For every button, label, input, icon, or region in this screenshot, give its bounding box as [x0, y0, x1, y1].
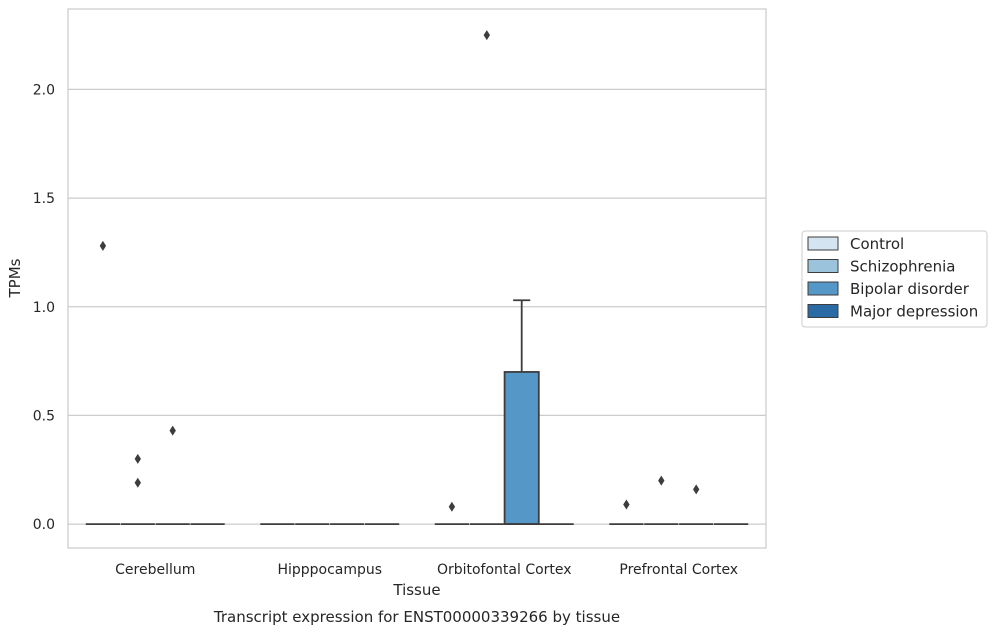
- y-tick-label: 0.5: [33, 408, 55, 424]
- x-axis-ticks: Cerebellum Hipppocampus Orbitofontal Corte…: [115, 562, 738, 578]
- legend-label: Control: [850, 235, 904, 253]
- legend-swatch: [807, 236, 839, 251]
- box-2-2: [503, 299, 540, 525]
- outlier-point: [448, 501, 456, 512]
- chart-title: Transcript expression for ENST0000033926…: [213, 608, 620, 626]
- outlier-point: [169, 425, 176, 436]
- legend-swatch: [807, 281, 839, 296]
- legend-label: Major depression: [850, 303, 978, 321]
- legend-frame: [801, 230, 988, 328]
- x-tick-label: Orbitofontal Cortex: [437, 562, 572, 578]
- grid-lines: [68, 88, 766, 525]
- x-axis-label: Tissue: [392, 581, 440, 599]
- outlier-point: [658, 475, 665, 486]
- y-axis-ticks: 0.0 0.5 1.0 1.5 2.0: [33, 82, 55, 533]
- legend: Control Schizophrenia Bipolar disorder Majo…: [801, 230, 988, 328]
- outlier-point: [623, 499, 630, 510]
- legend-label: Bipolar disorder: [850, 280, 970, 298]
- box-0-2: [434, 501, 470, 525]
- y-axis-label: TPMs: [6, 258, 24, 298]
- box-1-2: [469, 30, 504, 525]
- x-tick-label: Cerebellum: [115, 562, 195, 578]
- y-tick-label: 2.0: [33, 82, 55, 98]
- x-tick-label: Hipppocampus: [277, 562, 382, 578]
- box-2-0: [155, 425, 190, 525]
- outlier-point: [99, 240, 107, 251]
- outlier-point: [134, 477, 141, 488]
- box-2-3: [679, 484, 714, 525]
- outlier-point: [693, 484, 700, 495]
- legend-swatch: [807, 259, 839, 273]
- outlier-point: [134, 453, 141, 464]
- plot-frame: [67, 8, 767, 549]
- box-body: [503, 371, 540, 525]
- outlier-point: [483, 30, 490, 41]
- y-tick-label: 1.0: [33, 300, 55, 316]
- legend-swatch: [807, 304, 839, 318]
- box-1-0: [120, 453, 155, 525]
- x-tick-label: Prefrontal Cortex: [619, 562, 738, 578]
- y-tick-label: 1.5: [33, 191, 55, 207]
- box-0-3: [609, 499, 644, 525]
- box-0-0: [85, 240, 121, 525]
- y-tick-label: 0.0: [33, 517, 55, 533]
- box-layer: [85, 30, 749, 525]
- box-1-3: [644, 475, 679, 525]
- legend-label: Schizophrenia: [850, 258, 955, 276]
